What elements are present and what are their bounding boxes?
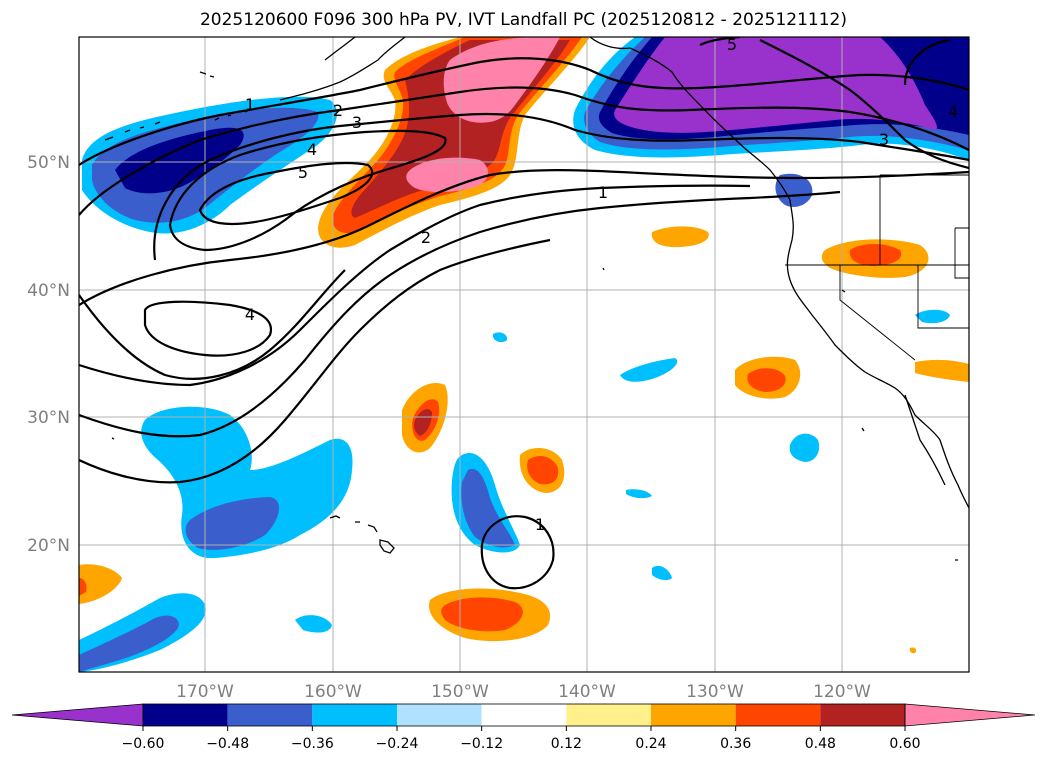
pv-contour-label: 1 bbox=[245, 95, 255, 114]
colorbar-swatch bbox=[820, 704, 905, 726]
small-negative-blob bbox=[295, 615, 332, 633]
longitude-labels: 170°W 160°W 150°W 140°W 130°W 120°W bbox=[176, 682, 871, 702]
pv-contour-label: 4 bbox=[948, 102, 958, 121]
colorbar-tick-label: −0.12 bbox=[460, 736, 503, 752]
colorbar-tick-label: 0.60 bbox=[889, 736, 920, 752]
lat-tick-label: 30°N bbox=[27, 408, 70, 428]
pv-contour-label: 5 bbox=[298, 163, 308, 182]
colorbar-tick-label: −0.36 bbox=[291, 736, 334, 752]
colorbar-swatch bbox=[735, 704, 821, 726]
small-negative-blob bbox=[493, 332, 508, 343]
colorbar-tick-label: 0.36 bbox=[720, 736, 751, 752]
pv-contour-label: 3 bbox=[352, 113, 362, 132]
lon-tick-label: 120°W bbox=[813, 682, 871, 702]
colorbar-swatch bbox=[397, 704, 482, 726]
negative-anomaly-southwest bbox=[79, 593, 206, 672]
lat-tick-label: 50°N bbox=[27, 153, 70, 173]
negative-anomaly-hawaii-east bbox=[451, 453, 520, 553]
colorbar-outline bbox=[142, 703, 906, 727]
colorbar-tick-label: 0.24 bbox=[635, 736, 666, 752]
colorbar-swatch bbox=[481, 704, 567, 726]
colorbar-extend-low bbox=[11, 703, 144, 727]
colorbar-swatch bbox=[227, 704, 313, 726]
positive-anomaly-blob bbox=[651, 226, 709, 248]
pv-contour-labels: 1 2 3 4 5 1 2 4 4 5 3 1 bbox=[245, 35, 958, 534]
map-title: 2025120600 F096 300 hPa PV, IVT Landfall… bbox=[199, 10, 847, 30]
lon-tick-label: 150°W bbox=[431, 682, 489, 702]
colorbar-tick-label: −0.24 bbox=[376, 736, 419, 752]
small-negative-blob bbox=[915, 309, 950, 324]
colorbar-swatch bbox=[143, 704, 228, 726]
pv-contour-label: 4 bbox=[245, 305, 255, 324]
negative-anomaly-central-pacific bbox=[141, 406, 353, 559]
colorbar-tick-label: 0.48 bbox=[805, 736, 836, 752]
positive-anomaly-blob bbox=[79, 564, 122, 604]
lon-tick-label: 160°W bbox=[304, 682, 362, 702]
colorbar-swatch bbox=[312, 704, 397, 726]
pv-contour-label: 2 bbox=[333, 101, 343, 120]
pv-contours bbox=[79, 37, 969, 590]
colorbar-tick-label: 0.12 bbox=[551, 736, 582, 752]
pv-contour-label: 4 bbox=[307, 140, 317, 159]
colorbar-swatch bbox=[566, 704, 651, 726]
pv-contour-label: 1 bbox=[535, 515, 545, 534]
coastlines bbox=[104, 37, 969, 561]
colorbar-swatch bbox=[651, 704, 736, 726]
small-negative-blob bbox=[789, 433, 820, 462]
colorbar-tick-label: −0.60 bbox=[122, 736, 165, 752]
small-negative-blob bbox=[652, 565, 672, 581]
lon-tick-label: 130°W bbox=[686, 682, 744, 702]
small-negative-blob bbox=[626, 489, 652, 499]
pv-contour-label: 1 bbox=[598, 183, 608, 202]
lat-tick-label: 20°N bbox=[27, 536, 70, 556]
colorbar-tick-label: −0.48 bbox=[206, 736, 249, 752]
lat-tick-label: 40°N bbox=[27, 281, 70, 301]
lon-tick-label: 140°W bbox=[558, 682, 616, 702]
map-content: 1 2 3 4 5 1 2 4 4 5 3 1 bbox=[79, 35, 969, 672]
pv-contour-label: 3 bbox=[879, 130, 889, 149]
positive-anomaly-blob bbox=[915, 359, 969, 382]
small-negative-blob bbox=[620, 358, 678, 382]
latitude-labels: 50°N 40°N 30°N 20°N bbox=[27, 153, 70, 556]
graticule bbox=[79, 37, 969, 672]
pv-contour-label: 2 bbox=[421, 228, 431, 247]
lon-tick-label: 170°W bbox=[176, 682, 234, 702]
pv-contour-label: 5 bbox=[727, 35, 737, 54]
colorbar-extend-high bbox=[904, 703, 1036, 727]
map-frame bbox=[78, 36, 970, 673]
colorbar: −0.60 −0.48 −0.36 −0.24 −0.12 0.12 0.24 0.36 0.4… bbox=[11, 703, 1036, 752]
